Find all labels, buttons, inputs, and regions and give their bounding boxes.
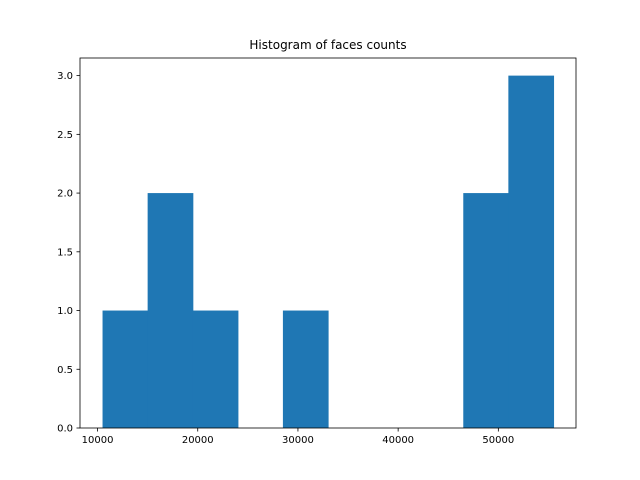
y-tick-label-3: 1.5	[57, 247, 73, 258]
x-tick-label-0: 10000	[82, 435, 114, 446]
chart-title: Histogram of faces counts	[249, 38, 406, 52]
y-tick-label-1: 0.5	[57, 365, 73, 376]
x-tick-label-1: 20000	[182, 435, 214, 446]
histogram-bar-4	[282, 310, 329, 428]
histogram-bar-9	[508, 75, 555, 428]
axes-group: 10000 20000 30000 40000 50000 0.0 0.5 1.0 1.5 2.0…	[57, 57, 577, 446]
bars-group	[102, 75, 555, 428]
plot-frame	[79, 57, 577, 429]
y-tick-label-5: 2.5	[57, 130, 73, 141]
histogram-bar-0	[102, 310, 149, 428]
histogram-bar-8	[463, 193, 509, 428]
y-tick-label-2: 1.0	[57, 306, 73, 317]
x-tick-label-2: 30000	[282, 435, 314, 446]
y-tick-label-0: 0.0	[57, 424, 73, 435]
x-tick-label-3: 40000	[382, 435, 414, 446]
y-tick-label-4: 2.0	[57, 189, 73, 200]
histogram-bar-1	[147, 193, 194, 428]
y-tick-label-6: 3.0	[57, 71, 73, 82]
histogram-bar-2	[192, 310, 239, 428]
x-tick-label-4: 50000	[482, 435, 514, 446]
